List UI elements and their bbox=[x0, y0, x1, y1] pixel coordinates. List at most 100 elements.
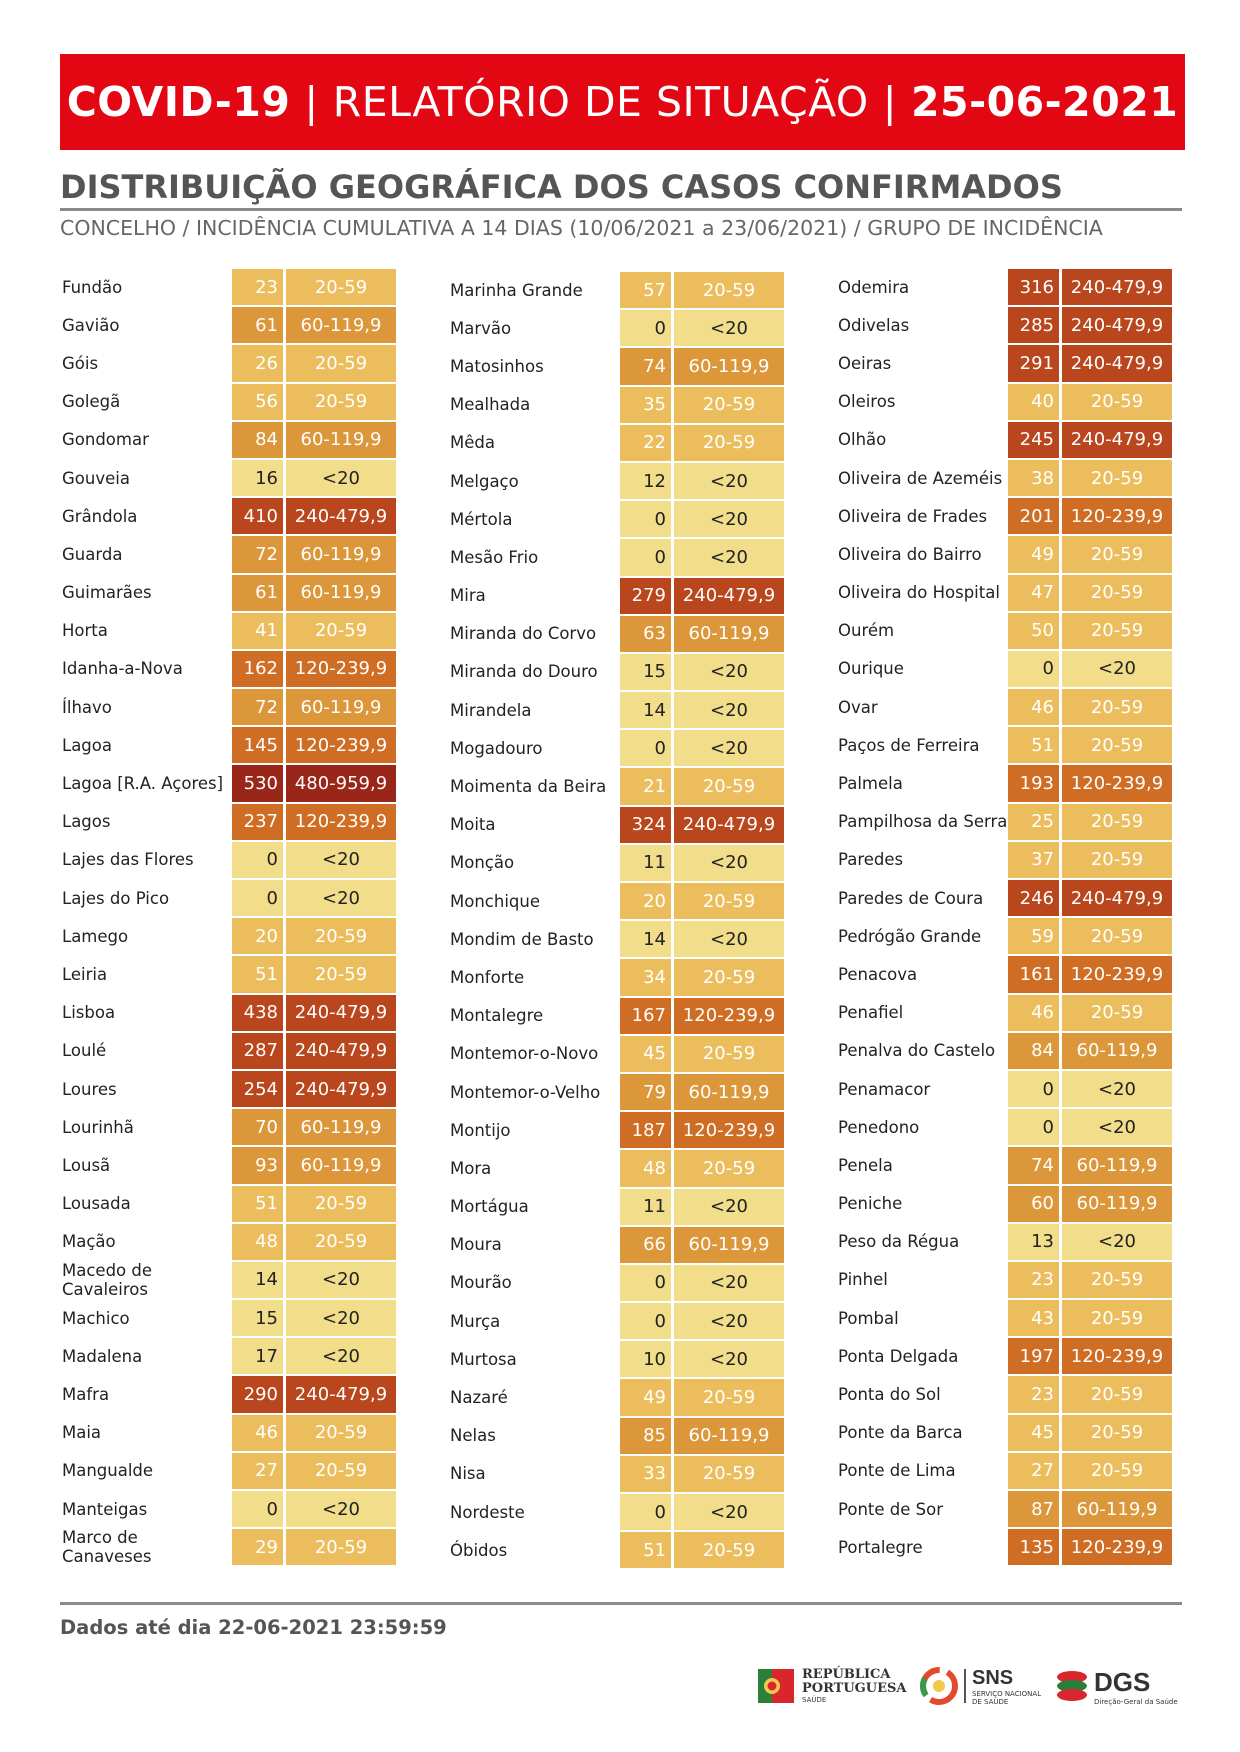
incidence-group: 120-239,9 bbox=[1062, 1338, 1172, 1375]
incidence-value: 14 bbox=[620, 921, 671, 958]
municipality-name: Matosinhos bbox=[450, 356, 544, 376]
incidence-group: 20-59 bbox=[674, 272, 784, 309]
section-title: DISTRIBUIÇÃO GEOGRÁFICA DOS CASOS CONFIR… bbox=[60, 168, 1063, 206]
table-row: Penafiel 46 20-59 bbox=[836, 994, 1172, 1032]
municipality-name: Ponte de Sor bbox=[838, 1499, 944, 1519]
municipality-name: Miranda do Corvo bbox=[450, 624, 597, 644]
municipality-name: Penamacor bbox=[838, 1079, 931, 1099]
municipality-name: Mirandela bbox=[450, 700, 532, 720]
incidence-group: 20-59 bbox=[1062, 1452, 1172, 1489]
section-subtitle: CONCELHO / INCIDÊNCIA CUMULATIVA A 14 DI… bbox=[60, 216, 1103, 240]
table-row: Gouveia 16 <20 bbox=[60, 459, 396, 497]
incidence-value: 46 bbox=[1008, 689, 1059, 726]
table-row: Mourão 0 <20 bbox=[448, 1264, 784, 1302]
banner-date: 25-06-2021 bbox=[911, 78, 1179, 126]
municipality-name: Peniche bbox=[838, 1194, 903, 1214]
municipality-name: Guarda bbox=[62, 544, 123, 564]
table-row: Mêda 22 20-59 bbox=[448, 424, 784, 462]
municipality-name: Gavião bbox=[62, 315, 120, 335]
incidence-group: 120-239,9 bbox=[1062, 1529, 1172, 1566]
table-row: Mondim de Basto 14 <20 bbox=[448, 920, 784, 958]
incidence-value: 287 bbox=[232, 1032, 283, 1069]
table-row: Peso da Régua 13 <20 bbox=[836, 1223, 1172, 1261]
municipality-name: Marinha Grande bbox=[450, 280, 583, 300]
incidence-value: 43 bbox=[1008, 1300, 1059, 1337]
table-row: Góis 26 20-59 bbox=[60, 344, 396, 382]
incidence-group: <20 bbox=[1062, 650, 1172, 688]
table-row: Leiria 51 20-59 bbox=[60, 955, 396, 993]
table-row: Guimarães 61 60-119,9 bbox=[60, 574, 396, 612]
municipality-name: Mêda bbox=[450, 433, 495, 453]
table-row: Pedrógão Grande 59 20-59 bbox=[836, 917, 1172, 955]
incidence-group: 60-119,9 bbox=[286, 421, 396, 458]
incidence-value: 187 bbox=[620, 1112, 671, 1149]
table-row: Marinha Grande 57 20-59 bbox=[448, 271, 784, 309]
incidence-group: 240-479,9 bbox=[674, 577, 784, 614]
incidence-value: 45 bbox=[1008, 1414, 1059, 1451]
municipality-name: Fundão bbox=[62, 277, 123, 297]
table-row: Oliveira de Frades 201 120-239,9 bbox=[836, 497, 1172, 535]
incidence-value: 48 bbox=[232, 1223, 283, 1260]
table-row: Loulé 287 240-479,9 bbox=[60, 1032, 396, 1070]
incidence-group: 20-59 bbox=[1062, 1376, 1172, 1413]
table-row: Ponte de Lima 27 20-59 bbox=[836, 1452, 1172, 1490]
municipality-name: Paços de Ferreira bbox=[838, 735, 980, 755]
incidence-group: <20 bbox=[674, 501, 784, 538]
municipality-name: Mesão Frio bbox=[450, 547, 539, 567]
table-row: Loures 254 240-479,9 bbox=[60, 1070, 396, 1108]
table-row: Olhão 245 240-479,9 bbox=[836, 421, 1172, 459]
logo-text: SERVIÇO NACIONAL bbox=[972, 1689, 1042, 1698]
incidence-group: 120-239,9 bbox=[1062, 498, 1172, 535]
municipality-name: Oliveira do Bairro bbox=[838, 544, 982, 564]
incidence-value: 0 bbox=[620, 539, 671, 576]
incidence-group: 20-59 bbox=[1062, 383, 1172, 420]
incidence-group: 240-479,9 bbox=[1062, 307, 1172, 344]
table-row: Mértola 0 <20 bbox=[448, 500, 784, 538]
table-column-3: Odemira 316 240-479,9 Odivelas 285 240-479,9 O… bbox=[836, 268, 1172, 1566]
municipality-name: Madalena bbox=[62, 1346, 143, 1366]
table-row: Mora 48 20-59 bbox=[448, 1149, 784, 1187]
incidence-value: 56 bbox=[232, 383, 283, 420]
incidence-group: <20 bbox=[674, 1341, 784, 1378]
municipality-name: Leiria bbox=[62, 964, 108, 984]
table-row: Penedono 0 <20 bbox=[836, 1108, 1172, 1146]
municipality-name: Lamego bbox=[62, 926, 129, 946]
municipality-name: Lajes do Pico bbox=[62, 888, 170, 908]
republica-portuguesa-logo: REPÚBLICA PORTUGUESA SAÚDE bbox=[758, 1662, 907, 1710]
table-row: Portalegre 135 120-239,9 bbox=[836, 1528, 1172, 1566]
table-row: Lourinhã 70 60-119,9 bbox=[60, 1108, 396, 1146]
municipality-name: Ponte da Barca bbox=[838, 1423, 963, 1443]
table-row: Lagoa [R.A. Açores] 530 480-959,9 bbox=[60, 764, 396, 802]
table-row: Palmela 193 120-239,9 bbox=[836, 764, 1172, 802]
incidence-value: 530 bbox=[232, 765, 283, 802]
municipality-name: Mondim de Basto bbox=[450, 929, 594, 949]
incidence-group: 20-59 bbox=[286, 1223, 396, 1260]
table-row: Mafra 290 240-479,9 bbox=[60, 1375, 396, 1413]
incidence-group: 240-479,9 bbox=[674, 806, 784, 843]
incidence-value: 145 bbox=[232, 727, 283, 764]
table-row: Lisboa 438 240-479,9 bbox=[60, 994, 396, 1032]
incidence-group: 20-59 bbox=[286, 1452, 396, 1489]
table-row: Madalena 17 <20 bbox=[60, 1337, 396, 1375]
municipality-name: Lajes das Flores bbox=[62, 850, 194, 870]
municipality-name: Mora bbox=[450, 1158, 492, 1178]
table-row: Mesão Frio 0 <20 bbox=[448, 538, 784, 576]
municipality-name: Nisa bbox=[450, 1464, 486, 1484]
incidence-group: 20-59 bbox=[286, 345, 396, 382]
incidence-value: 93 bbox=[232, 1147, 283, 1184]
table-row: Gondomar 84 60-119,9 bbox=[60, 421, 396, 459]
incidence-group: <20 bbox=[674, 539, 784, 576]
incidence-value: 27 bbox=[1008, 1452, 1059, 1489]
incidence-group: <20 bbox=[286, 459, 396, 497]
incidence-group: 240-479,9 bbox=[286, 498, 396, 535]
municipality-name: Ílhavo bbox=[62, 697, 112, 717]
table-row: Monção 11 <20 bbox=[448, 844, 784, 882]
municipality-name: Guimarães bbox=[62, 583, 152, 603]
incidence-group: 20-59 bbox=[674, 883, 784, 920]
municipality-name: Mira bbox=[450, 586, 486, 606]
incidence-group: 60-119,9 bbox=[286, 689, 396, 726]
incidence-group: 20-59 bbox=[1062, 841, 1172, 878]
municipality-name: Ovar bbox=[838, 697, 878, 717]
incidence-value: 201 bbox=[1008, 498, 1059, 535]
incidence-value: 0 bbox=[620, 310, 671, 347]
